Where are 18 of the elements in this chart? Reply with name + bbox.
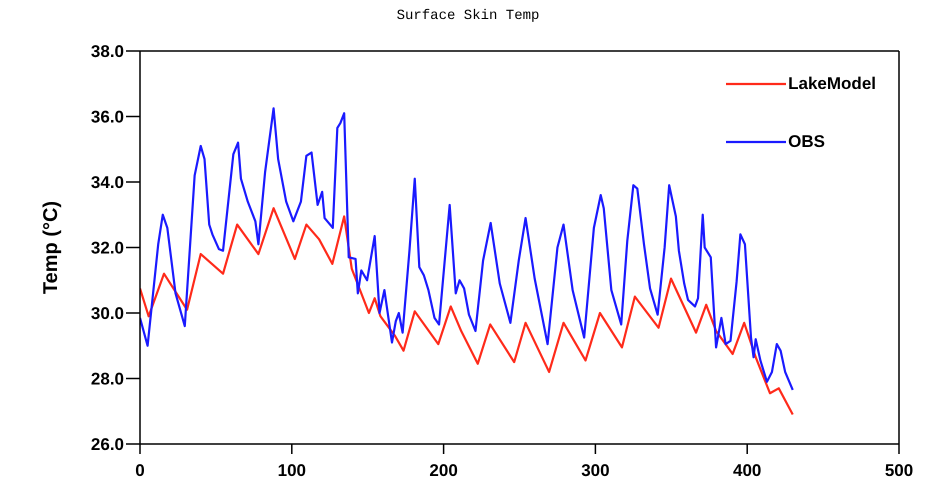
x-tick-label: 400	[733, 461, 762, 480]
y-axis-title: Temp (°C)	[40, 200, 62, 294]
legend-label: OBS	[788, 132, 825, 152]
x-tick-label: 0	[135, 461, 145, 480]
y-tick-label: 32.0	[90, 238, 124, 258]
y-tick-label: 38.0	[90, 42, 124, 62]
x-tick-label: 500	[884, 461, 914, 480]
chart-title: Surface Skin Temp	[396, 8, 540, 24]
y-tick-label: 36.0	[90, 108, 124, 127]
line-series	[140, 207, 794, 416]
y-tick-label: 30.0	[90, 304, 124, 324]
y-tick-label: 26.0	[90, 435, 124, 454]
x-tick-label: 100	[278, 461, 306, 480]
y-tick-label: 34.0	[90, 173, 124, 192]
y-tick-label: 28.0	[90, 370, 124, 389]
x-tick-label: 200	[429, 461, 458, 480]
x-tick-label: 300	[581, 461, 610, 480]
legend-label: LakeModel	[788, 74, 876, 94]
